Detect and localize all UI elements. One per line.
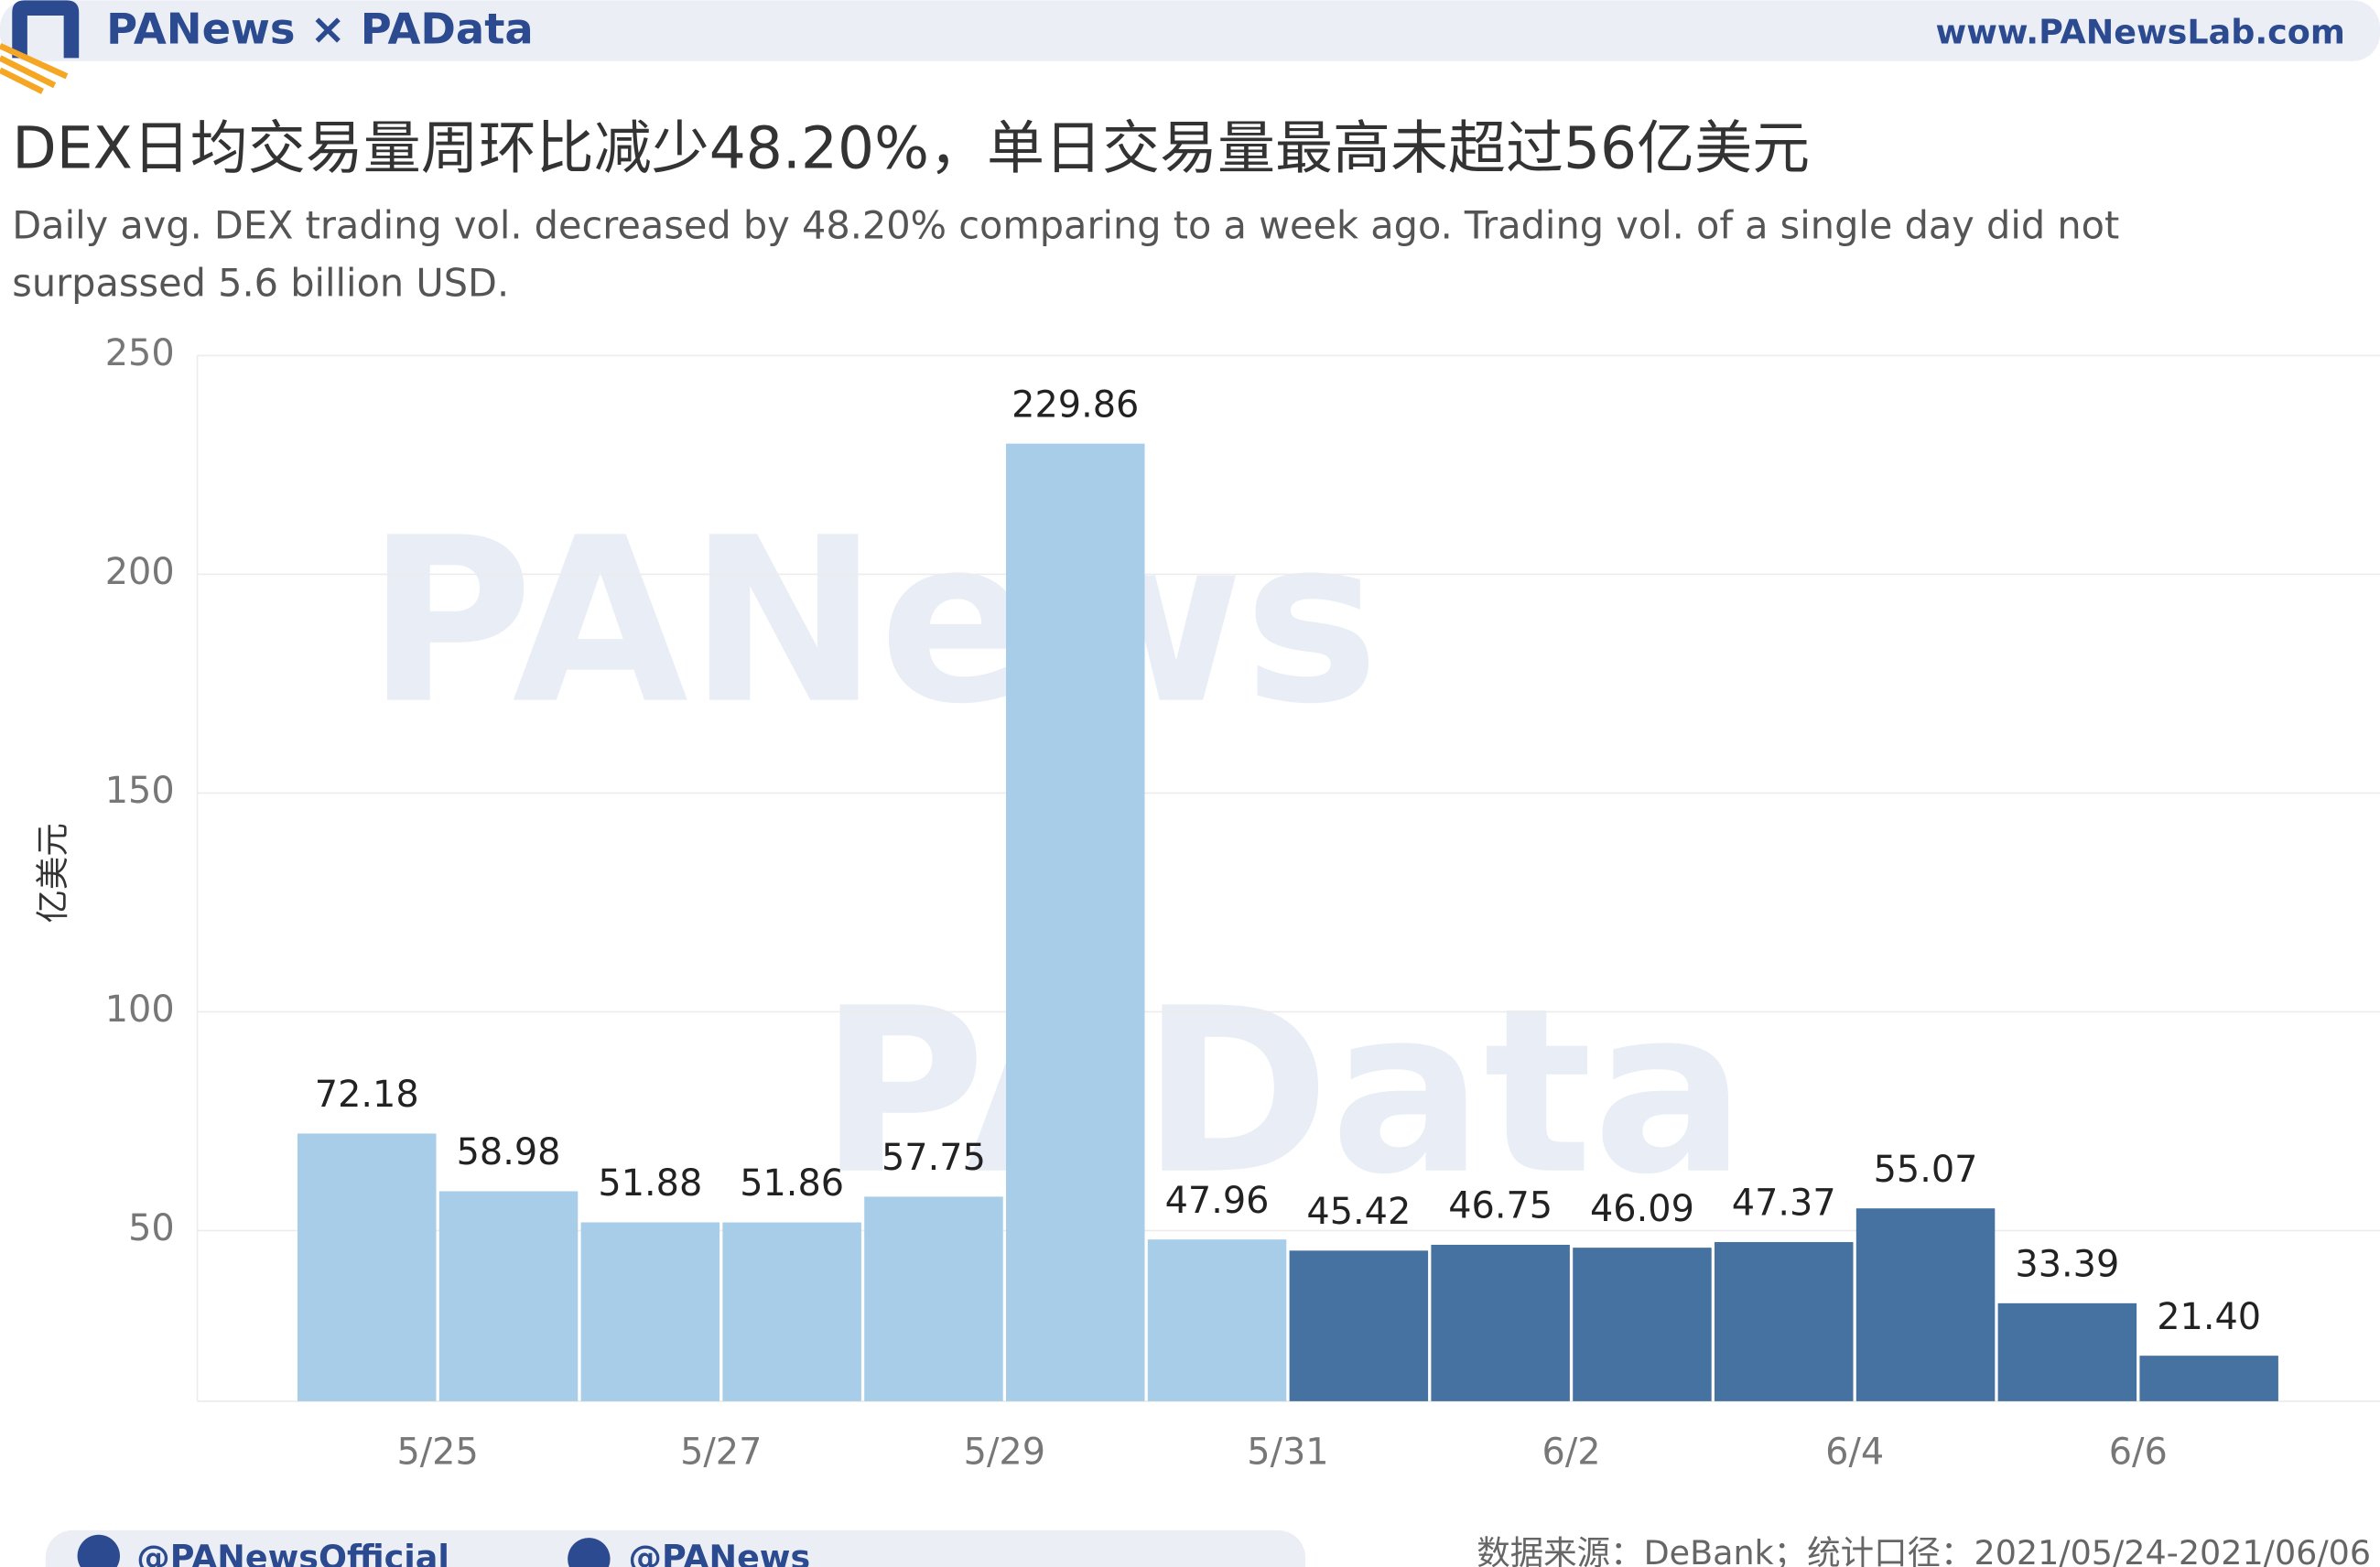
bar: [1431, 1244, 1570, 1401]
watermark: PANews: [366, 489, 1379, 754]
bar: [1855, 1208, 1996, 1401]
brand: PANews × PAData: [106, 5, 534, 54]
x-tick-label: 6/2: [1542, 1431, 1601, 1473]
logo-stripes: [0, 43, 69, 94]
value-label: 51.86: [740, 1162, 844, 1205]
twitter: @PANewsOfficial: [136, 1538, 449, 1567]
watermark: PAData: [819, 959, 1747, 1225]
value-label: 55.07: [1874, 1149, 1978, 1191]
value-label: 33.39: [2015, 1244, 2119, 1286]
site: www.PANewsLab.com: [1936, 12, 2345, 51]
chart-title: DEX日均交易量周环比减少48.20%，单日交易量最高未超过56亿美元: [12, 114, 1810, 181]
y-tick-label: 200: [105, 551, 175, 593]
bar: [1006, 443, 1145, 1401]
logo: [12, 0, 80, 59]
bar: [722, 1222, 861, 1401]
source: 数据来源：DeBank；统计口径：2021/05/24-2021/06/06: [1477, 1533, 2371, 1567]
bar: [1147, 1239, 1287, 1401]
bar: [580, 1222, 720, 1401]
bar: [1289, 1250, 1429, 1401]
value-label: 229.86: [1012, 384, 1139, 426]
value-label: 45.42: [1306, 1191, 1411, 1233]
x-tick-label: 5/27: [680, 1431, 762, 1473]
value-label: 46.75: [1448, 1185, 1552, 1227]
y-tick-label: 50: [128, 1207, 175, 1249]
y-axis-label: 亿美元: [33, 823, 72, 923]
value-label: 57.75: [882, 1137, 986, 1179]
subtitle-box: Daily avg. DEX trading vol. decreased by…: [12, 203, 2120, 306]
x-tick-label: 6/6: [2109, 1431, 2168, 1473]
weibo-icon: [568, 1538, 611, 1567]
value-label: 51.88: [598, 1162, 702, 1205]
bar: [438, 1191, 579, 1401]
bar: [298, 1133, 437, 1401]
value-label: 21.40: [2157, 1296, 2261, 1338]
value-label: 47.37: [1732, 1183, 1836, 1225]
x-tick-label: 6/4: [1825, 1431, 1884, 1473]
x-tick-label: 5/31: [1247, 1431, 1328, 1473]
subtitle: Daily avg. DEX trading vol. decreased by…: [12, 203, 2120, 306]
bar: [2139, 1356, 2278, 1401]
bar: [864, 1196, 1003, 1401]
value-label: 58.98: [457, 1131, 561, 1173]
twitter-icon: [77, 1534, 120, 1567]
footer-bar: [45, 1529, 1306, 1567]
bar: [1997, 1302, 2137, 1401]
y-tick-label: 250: [105, 332, 175, 374]
bar: [1715, 1242, 1854, 1401]
value-label: 46.09: [1590, 1188, 1694, 1230]
value-label: 47.96: [1165, 1180, 1270, 1222]
y-tick-label: 150: [105, 770, 175, 812]
x-tick-label: 5/25: [396, 1431, 478, 1473]
y-tick-label: 100: [105, 989, 175, 1031]
header-bar: [0, 0, 2380, 61]
bar: [1573, 1248, 1712, 1401]
weibo: @PANews: [628, 1538, 810, 1567]
value-label: 72.18: [315, 1074, 419, 1116]
x-tick-label: 5/29: [964, 1431, 1045, 1473]
